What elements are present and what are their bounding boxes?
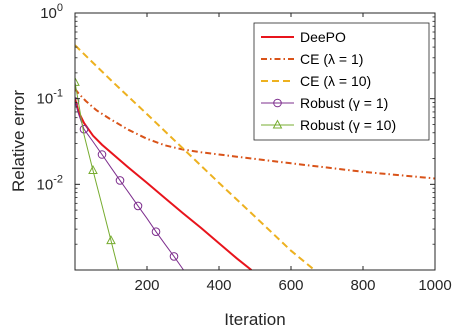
legend-label: Robust (γ = 10): [300, 117, 396, 133]
x-tick-label: 1000: [418, 277, 451, 294]
series-3-point: [151, 227, 161, 236]
legend-marker: [272, 119, 283, 129]
series-line-0: [75, 98, 253, 270]
series-3-point: [203, 298, 211, 306]
series-3-point: [115, 176, 125, 185]
legend-item-4: Robust (γ = 10): [261, 117, 396, 133]
x-tick-label: 800: [350, 277, 375, 294]
legend-marker: [273, 98, 282, 108]
series-3-point: [133, 201, 143, 211]
series-line-1: [75, 88, 435, 180]
x-tick-label: 600: [278, 277, 303, 294]
series-4-point: [88, 164, 98, 175]
series-3-point: [169, 252, 179, 261]
x-axis-label: Iteration: [224, 310, 285, 329]
legend-label: CE (λ = 1): [300, 51, 363, 67]
legend-item-1: CE (λ = 1): [261, 51, 363, 67]
legend-item-2: CE (λ = 10): [261, 73, 371, 89]
series-line-3: [75, 101, 185, 270]
y-tick-label: 10-2: [37, 173, 63, 193]
legend-item-0: DeePO: [261, 29, 346, 45]
series-line-2: [75, 44, 316, 270]
x-tick-label: 200: [134, 277, 159, 294]
legend-label: DeePO: [300, 29, 346, 45]
series-3-point: [97, 150, 107, 159]
plot-frame: [74, 12, 436, 271]
ticks-layer: 200 400 600 800 1000 10-2 10-1 100: [37, 2, 452, 294]
y-tick-label: 10-1: [37, 88, 63, 108]
legend-label: CE (λ = 10): [300, 73, 371, 89]
y-tick-label: 100: [40, 2, 63, 22]
series-3-point: [188, 278, 196, 286]
legend: DeePO CE (λ = 1) CE (λ = 10) Robust (γ = 1)…: [253, 22, 430, 141]
series-layer: [75, 44, 435, 306]
series-4-point: [121, 291, 129, 299]
series-4-point: [106, 235, 116, 245]
series-line-4: [75, 82, 119, 270]
series-3-point: [75, 97, 80, 106]
y-axis-label: Relative error: [9, 90, 28, 192]
x-tick-label: 400: [206, 277, 231, 294]
legend-label: Robust (γ = 1): [300, 95, 388, 111]
legend-item-3: Robust (γ = 1): [261, 95, 388, 111]
series-4-point: [75, 76, 80, 86]
